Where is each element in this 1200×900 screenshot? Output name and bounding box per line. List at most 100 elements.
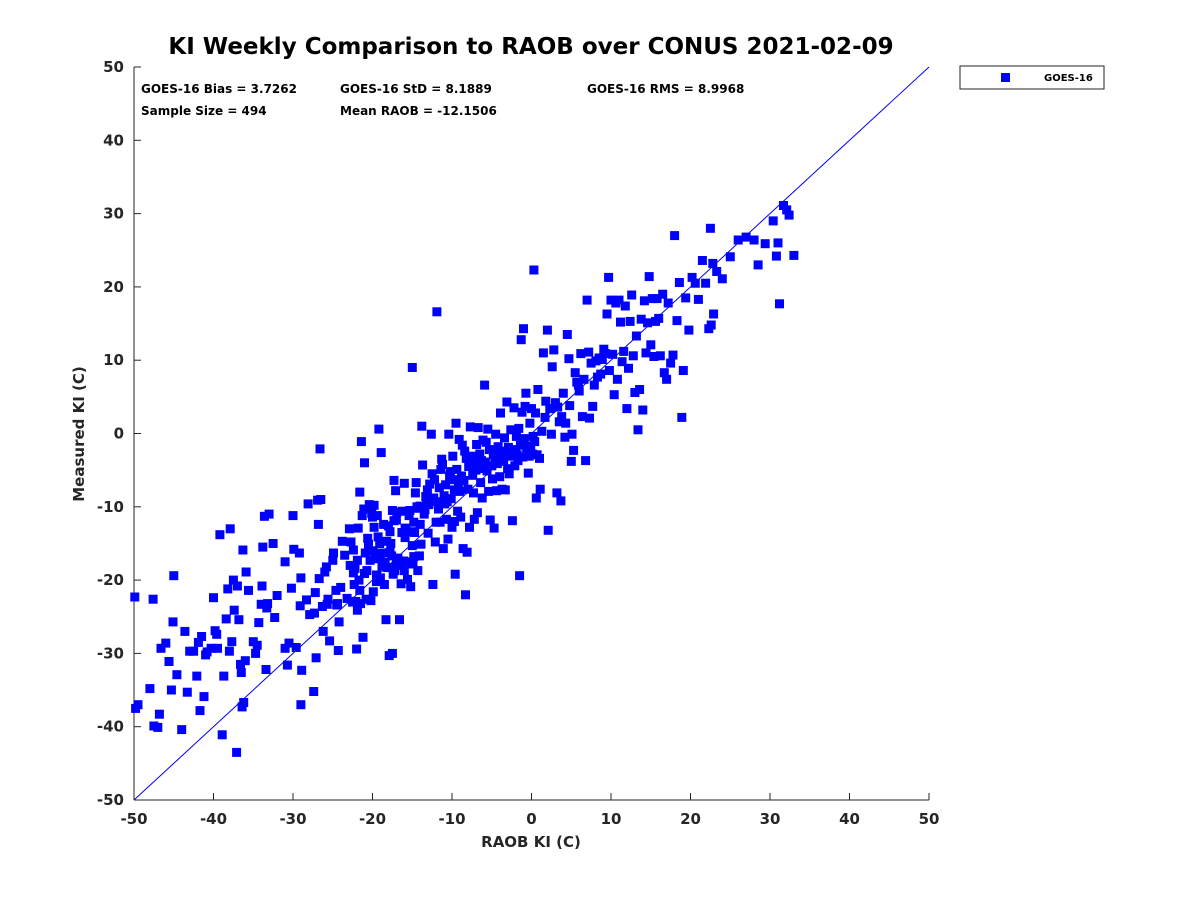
data-point: [741, 232, 751, 242]
data-point: [320, 567, 330, 577]
data-point: [428, 580, 438, 589]
data-point: [280, 643, 290, 653]
data-point: [670, 231, 680, 241]
data-point: [395, 615, 404, 625]
stat-sample-size: Sample Size = 494: [141, 104, 267, 118]
data-point: [470, 454, 480, 464]
data-point: [733, 235, 743, 245]
data-point: [310, 588, 320, 598]
data-point: [406, 582, 416, 592]
data-point: [606, 295, 616, 305]
data-point: [251, 648, 261, 658]
data-point: [389, 475, 399, 485]
data-point: [465, 422, 475, 432]
data-point: [521, 388, 531, 398]
x-tick-label: -20: [359, 810, 386, 828]
data-point: [263, 599, 273, 609]
data-point: [659, 368, 669, 378]
data-point: [546, 429, 556, 439]
data-point: [369, 500, 379, 510]
data-point: [616, 317, 625, 327]
data-point: [359, 504, 369, 514]
stats-box: GOES-16 Bias = 3.7262 GOES-16 StD = 8.18…: [141, 82, 744, 118]
data-point: [436, 464, 446, 474]
data-point: [261, 665, 271, 674]
data-point: [459, 475, 469, 485]
data-point: [130, 592, 140, 602]
data-point: [500, 433, 509, 443]
data-point: [193, 637, 203, 647]
data-point: [465, 522, 474, 532]
data-point: [672, 316, 682, 326]
data-point: [503, 442, 513, 452]
data-point: [353, 523, 363, 533]
legend-marker: [1001, 73, 1010, 82]
data-point: [581, 456, 591, 466]
data-point: [448, 451, 458, 461]
data-point: [477, 493, 487, 503]
x-tick-label: 50: [919, 810, 940, 828]
data-point: [469, 514, 479, 524]
data-point: [407, 541, 417, 551]
data-point: [192, 671, 202, 681]
data-point: [417, 421, 427, 431]
data-point: [401, 525, 411, 535]
data-point: [502, 397, 512, 407]
data-point: [510, 461, 520, 471]
data-point: [574, 386, 584, 396]
data-point: [381, 615, 391, 625]
data-point: [480, 457, 490, 467]
data-point: [441, 514, 451, 524]
data-point: [414, 551, 424, 561]
data-point: [526, 444, 536, 454]
x-ticks: -50 -40 -30 -20 -10 0 10 20 30 40 50: [120, 793, 939, 828]
data-point: [449, 517, 459, 526]
data-point: [362, 566, 372, 576]
data-point: [166, 685, 176, 695]
x-tick-label: -10: [438, 810, 465, 828]
data-point: [393, 553, 403, 563]
data-point: [500, 485, 510, 495]
data-point: [405, 506, 415, 515]
data-point: [407, 363, 417, 372]
data-point: [430, 475, 439, 485]
data-point: [474, 462, 484, 472]
data-point: [638, 405, 648, 415]
data-point: [351, 596, 361, 606]
data-point: [531, 493, 541, 503]
data-point: [537, 426, 547, 436]
data-point: [457, 440, 467, 450]
data-point: [782, 205, 792, 215]
data-point: [625, 316, 635, 326]
data-point: [361, 594, 371, 604]
data-point: [771, 251, 781, 261]
data-point: [294, 548, 304, 558]
data-point: [153, 722, 163, 732]
data-point: [284, 638, 294, 648]
data-point: [488, 474, 497, 484]
data-point: [543, 525, 553, 535]
data-point: [416, 539, 426, 549]
data-point: [189, 646, 199, 656]
data-point: [349, 580, 359, 589]
data-point: [684, 325, 694, 335]
data-point: [588, 401, 598, 411]
data-point: [609, 390, 619, 400]
data-point: [569, 445, 579, 455]
data-point: [340, 550, 350, 560]
data-point: [350, 563, 360, 573]
data-point: [268, 539, 278, 548]
data-point: [363, 533, 373, 543]
data-point: [177, 725, 187, 735]
data-point: [289, 544, 299, 554]
data-point: [398, 506, 408, 516]
data-point: [630, 388, 640, 397]
data-point: [584, 347, 594, 357]
data-point: [148, 594, 158, 604]
data-point: [674, 278, 684, 287]
data-point: [484, 445, 494, 455]
data-point: [717, 274, 727, 284]
data-point: [485, 515, 495, 525]
data-point: [533, 385, 543, 394]
data-point: [333, 646, 343, 655]
